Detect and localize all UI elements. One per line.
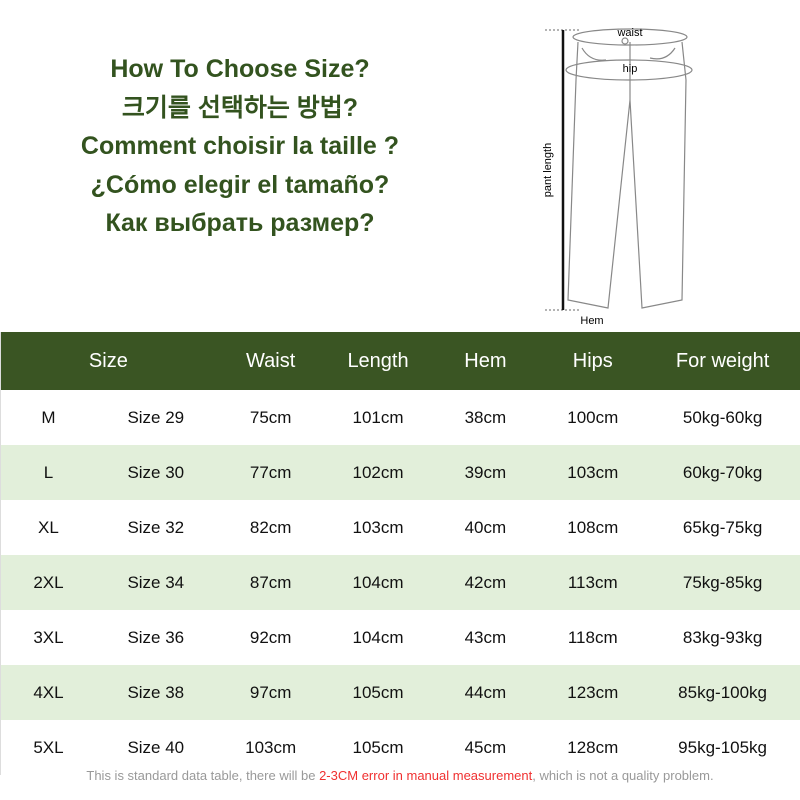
cell-waist: 82cm xyxy=(249,517,292,537)
cell-weight: 83kg-93kg xyxy=(682,627,763,647)
title-spanish: ¿Cómo elegir el tamaño? xyxy=(90,170,390,199)
cell-hem: 43cm xyxy=(464,627,507,647)
cell-size-label: M xyxy=(41,407,56,427)
cell-hips: 128cm xyxy=(567,737,619,757)
table-row: 3XL Size 36 92cm 104cm 43cm 118cm 83kg-93kg xyxy=(1,610,800,665)
cell-hips: 100cm xyxy=(567,407,619,427)
cell-size-label: 3XL xyxy=(33,627,64,647)
header-size: Size xyxy=(88,349,128,372)
table-row: 2XL Size 34 87cm 104cm 42cm 113cm 75kg-85kg xyxy=(1,555,800,610)
waist-label: waist xyxy=(616,27,642,39)
cell-hips: 118cm xyxy=(567,627,618,647)
title-russian: Как выбрать размер? xyxy=(105,209,375,237)
cell-hips: 123cm xyxy=(567,682,619,702)
pants-measurement-diagram: waist hip pant length Hem xyxy=(542,27,693,327)
cell-hips: 103cm xyxy=(567,462,619,482)
cell-length: 105cm xyxy=(352,682,404,702)
cell-length: 101cm xyxy=(352,407,404,427)
cell-length: 102cm xyxy=(352,462,404,482)
table-row: M Size 29 75cm 101cm 38cm 100cm 50kg-60kg xyxy=(1,390,800,445)
cell-hips: 113cm xyxy=(567,572,618,592)
cell-waist: 87cm xyxy=(249,572,292,592)
cell-length: 104cm xyxy=(352,572,404,592)
cell-weight: 85kg-100kg xyxy=(678,682,768,702)
table-header: Size Waist Length Hem Hips For weight xyxy=(1,332,800,390)
cell-size-number: Size 30 xyxy=(127,462,185,482)
cell-size-label: XL xyxy=(38,517,59,537)
title-english: How To Choose Size? xyxy=(110,55,370,83)
note-text: This is standard data table, there will … xyxy=(86,768,320,783)
cell-waist: 97cm xyxy=(249,682,292,702)
header-hem: Hem xyxy=(464,349,507,372)
note-text-end: , which is not a quality problem. xyxy=(532,768,714,783)
table-row: 4XL Size 38 97cm 105cm 44cm 123cm 85kg-100kg xyxy=(1,665,800,720)
cell-size-label: 2XL xyxy=(33,572,64,592)
cell-weight: 50kg-60kg xyxy=(682,407,763,427)
measurement-note: This is standard data table, there will … xyxy=(0,768,800,783)
cell-size-number: Size 36 xyxy=(127,627,185,647)
cell-weight: 95kg-105kg xyxy=(678,737,768,757)
cell-size-number: Size 34 xyxy=(127,572,185,592)
cell-size-label: L xyxy=(43,462,54,482)
cell-hem: 45cm xyxy=(464,737,507,757)
hem-label: Hem xyxy=(580,315,603,327)
cell-hem: 38cm xyxy=(464,407,507,427)
cell-waist: 77cm xyxy=(249,462,292,482)
cell-size-number: Size 29 xyxy=(127,407,185,427)
cell-weight: 75kg-85kg xyxy=(682,572,763,592)
header-length: Length xyxy=(347,349,409,372)
cell-hem: 42cm xyxy=(464,572,507,592)
table-row: L Size 30 77cm 102cm 39cm 103cm 60kg-70kg xyxy=(1,445,800,500)
header-waist: Waist xyxy=(246,349,296,372)
cell-waist: 103cm xyxy=(245,737,297,757)
table-row: 5XL Size 40 103cm 105cm 45cm 128cm 95kg-105kg xyxy=(1,720,800,775)
title-korean: 크기를 선택하는 방법? xyxy=(121,93,359,122)
cell-hem: 40cm xyxy=(464,517,507,537)
title-french: Comment choisir la taille ? xyxy=(80,132,400,160)
cell-length: 105cm xyxy=(352,737,404,757)
cell-length: 103cm xyxy=(352,517,404,537)
cell-size-label: 4XL xyxy=(33,682,64,702)
cell-length: 104cm xyxy=(352,627,404,647)
cell-size-label: 5XL xyxy=(33,737,64,757)
pant-length-label: pant length xyxy=(542,143,554,197)
table-row: XL Size 32 82cm 103cm 40cm 108cm 65kg-75kg xyxy=(1,500,800,555)
cell-hem: 44cm xyxy=(464,682,507,702)
cell-size-number: Size 40 xyxy=(127,737,185,757)
note-highlight: 2-3CM error in manual measurement xyxy=(319,768,533,783)
cell-weight: 65kg-75kg xyxy=(682,517,763,537)
cell-hips: 108cm xyxy=(567,517,619,537)
header-weight: For weight xyxy=(675,349,770,372)
cell-waist: 75cm xyxy=(249,407,292,427)
cell-size-number: Size 32 xyxy=(127,517,185,537)
size-guide-titles: How To Choose Size? 크기를 선택하는 방법? Comment… xyxy=(0,50,480,243)
cell-hem: 39cm xyxy=(464,462,507,482)
cell-weight: 60kg-70kg xyxy=(682,462,763,482)
header-hips: Hips xyxy=(572,349,613,372)
cell-waist: 92cm xyxy=(249,627,292,647)
cell-size-number: Size 38 xyxy=(127,682,185,702)
hip-label: hip xyxy=(623,63,638,75)
